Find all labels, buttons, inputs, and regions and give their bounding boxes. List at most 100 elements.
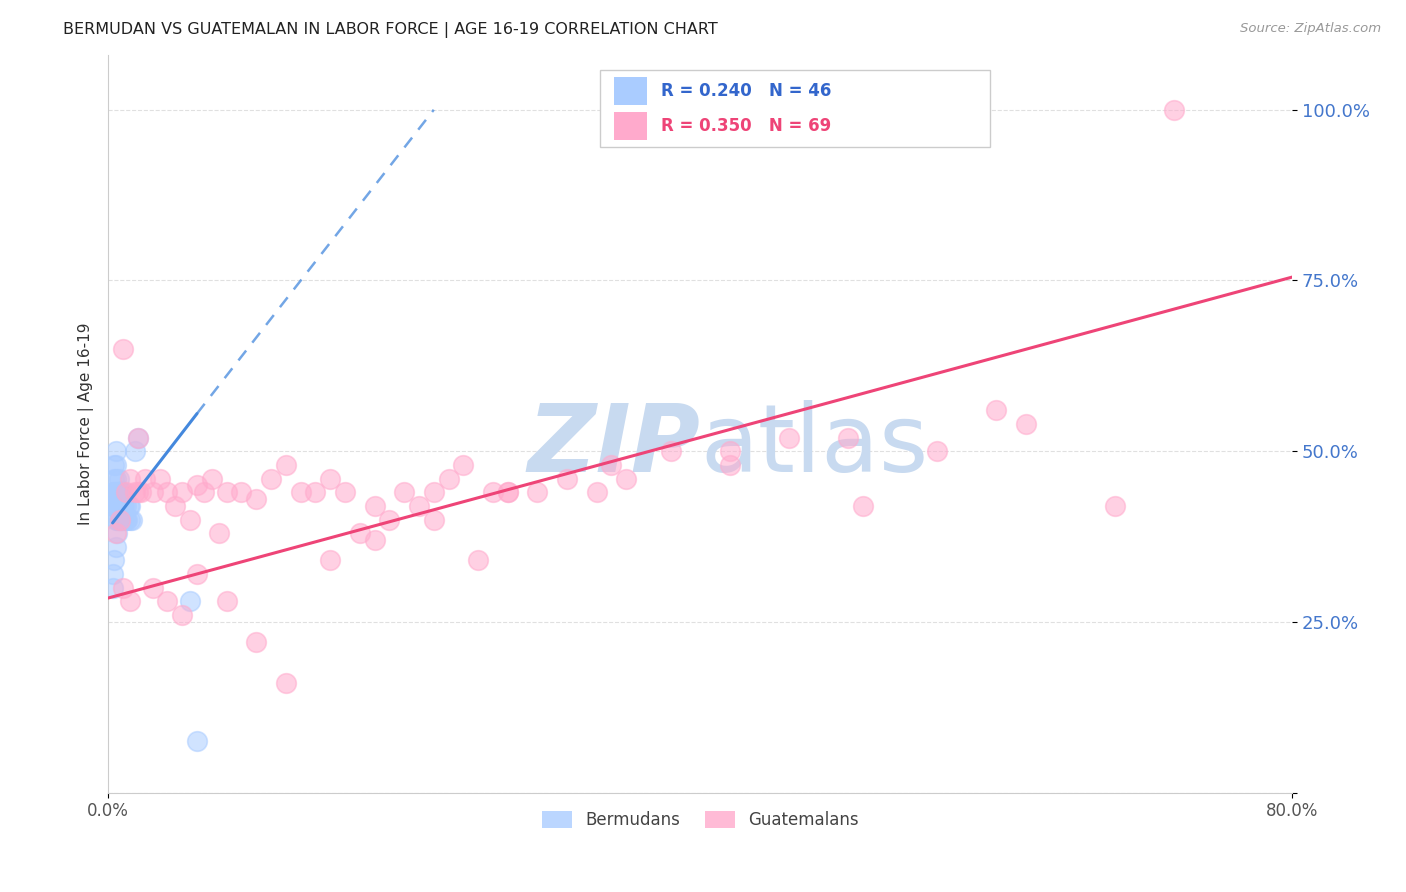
Point: [274, 458, 297, 472]
Point: [496, 485, 519, 500]
Point: [124, 485, 146, 500]
Point: [105, 512, 128, 526]
Point: [103, 471, 125, 485]
Text: R = 0.350   N = 69: R = 0.350 N = 69: [661, 117, 831, 135]
Point: [101, 485, 124, 500]
Point: [107, 471, 129, 485]
Point: [392, 485, 415, 500]
Point: [103, 499, 125, 513]
Point: [837, 431, 859, 445]
Point: [215, 594, 238, 608]
Point: [156, 594, 179, 608]
Point: [1104, 499, 1126, 513]
Point: [104, 540, 127, 554]
Point: [778, 431, 800, 445]
Point: [172, 608, 194, 623]
Point: [115, 485, 138, 500]
Point: [149, 471, 172, 485]
Point: [614, 471, 637, 485]
Point: [104, 444, 127, 458]
Point: [1015, 417, 1038, 431]
Point: [349, 526, 371, 541]
Point: [378, 512, 401, 526]
Point: [115, 499, 138, 513]
Text: atlas: atlas: [700, 400, 928, 492]
Point: [107, 485, 129, 500]
Text: Source: ZipAtlas.com: Source: ZipAtlas.com: [1240, 22, 1381, 36]
Point: [120, 512, 142, 526]
Point: [108, 485, 131, 500]
Point: [179, 594, 201, 608]
Point: [127, 431, 149, 445]
Text: R = 0.240   N = 46: R = 0.240 N = 46: [661, 82, 831, 100]
Point: [304, 485, 326, 500]
Point: [319, 471, 342, 485]
Point: [852, 499, 875, 513]
Point: [718, 458, 741, 472]
Point: [110, 512, 132, 526]
Point: [114, 499, 136, 513]
Point: [555, 471, 578, 485]
Point: [423, 485, 446, 500]
Point: [142, 485, 165, 500]
Point: [121, 512, 143, 526]
Point: [423, 512, 446, 526]
Point: [101, 499, 124, 513]
Point: [231, 485, 253, 500]
Point: [186, 478, 208, 492]
Point: [208, 526, 231, 541]
Point: [186, 734, 208, 748]
Point: [111, 512, 134, 526]
Point: [467, 553, 489, 567]
Point: [129, 485, 152, 500]
Point: [245, 491, 267, 506]
Point: [600, 458, 623, 472]
Point: [105, 499, 128, 513]
Point: [104, 471, 127, 485]
Point: [103, 485, 125, 500]
Point: [496, 485, 519, 500]
Point: [333, 485, 356, 500]
Point: [115, 512, 138, 526]
Point: [215, 485, 238, 500]
Point: [110, 485, 132, 500]
Point: [114, 512, 136, 526]
Point: [104, 485, 127, 500]
Point: [142, 581, 165, 595]
Point: [585, 485, 607, 500]
Point: [108, 512, 131, 526]
Point: [186, 567, 208, 582]
Point: [274, 676, 297, 690]
Point: [101, 581, 124, 595]
Text: ZIP: ZIP: [527, 400, 700, 492]
Point: [659, 444, 682, 458]
Legend: Bermudans, Guatemalans: Bermudans, Guatemalans: [534, 805, 866, 836]
Point: [111, 499, 134, 513]
Point: [453, 458, 475, 472]
Point: [105, 526, 128, 541]
Y-axis label: In Labor Force | Age 16-19: In Labor Force | Age 16-19: [79, 323, 94, 525]
Point: [363, 533, 385, 547]
Point: [103, 458, 125, 472]
Point: [363, 499, 385, 513]
Point: [108, 512, 131, 526]
Point: [986, 403, 1008, 417]
Point: [117, 512, 139, 526]
Point: [103, 553, 125, 567]
Point: [179, 512, 201, 526]
FancyBboxPatch shape: [599, 70, 990, 147]
Point: [925, 444, 948, 458]
Point: [127, 431, 149, 445]
Point: [245, 635, 267, 649]
Point: [718, 444, 741, 458]
Point: [111, 581, 134, 595]
Point: [104, 526, 127, 541]
Point: [105, 485, 128, 500]
Text: BERMUDAN VS GUATEMALAN IN LABOR FORCE | AGE 16-19 CORRELATION CHART: BERMUDAN VS GUATEMALAN IN LABOR FORCE | …: [63, 22, 718, 38]
Point: [201, 471, 224, 485]
Point: [107, 499, 129, 513]
Point: [134, 471, 156, 485]
Point: [111, 342, 134, 356]
Point: [408, 499, 430, 513]
Point: [120, 471, 142, 485]
